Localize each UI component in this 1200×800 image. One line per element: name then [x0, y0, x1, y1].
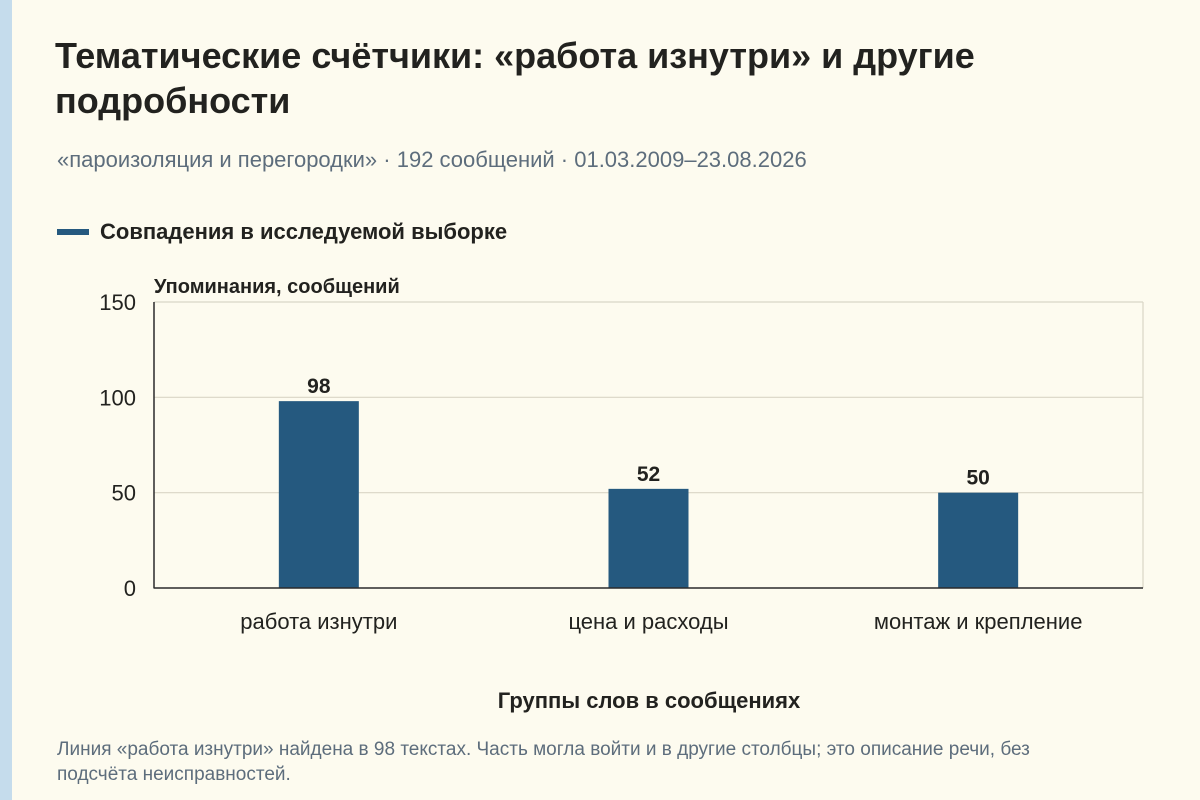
chart-legend: Совпадения в исследуемой выборке	[57, 217, 507, 247]
page-title: Тематические счётчики: «работа изнутри» …	[55, 35, 975, 121]
bar	[608, 488, 689, 588]
x-axis-title: Группы слов в сообщениях	[498, 688, 801, 713]
bar	[278, 401, 359, 588]
legend-label: Совпадения в исследуемой выборке	[100, 219, 508, 244]
bar	[938, 492, 1019, 588]
legend-swatch	[57, 229, 89, 235]
y-tick-label: 150	[99, 290, 136, 315]
y-tick-label: 100	[99, 385, 136, 410]
bar-data-label: 52	[637, 463, 660, 486]
bar-data-label: 50	[966, 467, 989, 490]
left-accent-strip	[0, 0, 12, 800]
bar-data-label: 98	[307, 375, 331, 398]
x-category-label: работа изнутри	[240, 609, 397, 634]
y-tick-label: 50	[112, 481, 136, 506]
y-axis-title: Упоминания, сообщений	[154, 276, 400, 298]
x-category-label: цена и расходы	[568, 609, 728, 634]
chart-footnote: Линия «работа изнутри» найдена в 98 текс…	[57, 739, 1030, 785]
chart-subtitle: «пароизоляция и перегородки» · 192 сообщ…	[57, 147, 807, 172]
x-category-label: монтаж и крепление	[874, 609, 1083, 634]
y-tick-label: 0	[124, 576, 136, 601]
